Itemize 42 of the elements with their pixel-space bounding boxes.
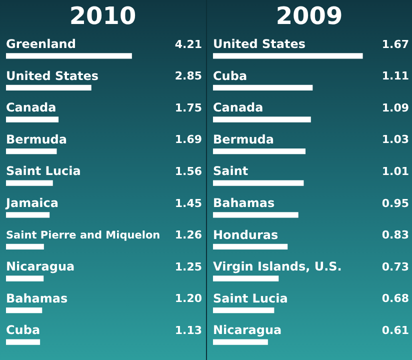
data-label: 1.75	[174, 101, 202, 114]
data-label: 0.61	[381, 324, 408, 337]
data-label: 1.45	[174, 196, 202, 210]
category-label: Bermuda	[212, 132, 274, 146]
data-label: 1.03	[381, 133, 408, 146]
data-label: 1.56	[174, 164, 202, 178]
category-label: Saint Lucia	[6, 164, 81, 178]
data-label: 1.13	[174, 324, 202, 337]
data-label: 1.11	[381, 70, 408, 83]
category-label: Saint	[212, 164, 248, 178]
category-label: Greenland	[6, 37, 76, 52]
data-label: 0.73	[381, 260, 408, 274]
chart-title: 2009	[274, 1, 344, 30]
category-label: United States	[212, 37, 306, 52]
category-label: Bermuda	[6, 132, 67, 146]
category-label: United States	[6, 68, 99, 83]
data-label: 1.01	[381, 164, 408, 178]
data-label: 0.83	[381, 228, 408, 242]
data-label: 0.68	[381, 292, 408, 306]
category-label: Saint Lucia	[212, 291, 288, 306]
data-label: 1.20	[174, 292, 202, 306]
category-label: Bahamas	[212, 196, 274, 210]
category-label: Honduras	[212, 228, 278, 242]
category-label: Cuba	[212, 68, 247, 83]
data-label: 1.25	[174, 260, 202, 274]
category-label: Canada	[212, 100, 263, 115]
data-label: 4.21	[174, 38, 202, 51]
data-label: 1.26	[174, 228, 202, 242]
data-label: 1.69	[174, 133, 202, 146]
category-label: Jamaica	[6, 196, 58, 210]
chart-title: 2010	[68, 1, 138, 30]
category-label: Virgin Islands, U.S.	[212, 260, 342, 274]
category-label: Cuba	[6, 323, 40, 338]
data-label: 1.09	[381, 101, 408, 114]
data-label: 0.95	[381, 196, 408, 210]
data-label: 1.67	[381, 38, 408, 51]
data-label: 2.85	[174, 70, 202, 83]
category-label: Nicaragua	[212, 323, 282, 338]
category-label: Bahamas	[6, 291, 68, 306]
category-label: Canada	[6, 100, 56, 115]
category-label: Saint Pierre and Miquelon	[6, 229, 160, 242]
category-label: Nicaragua	[6, 260, 75, 274]
